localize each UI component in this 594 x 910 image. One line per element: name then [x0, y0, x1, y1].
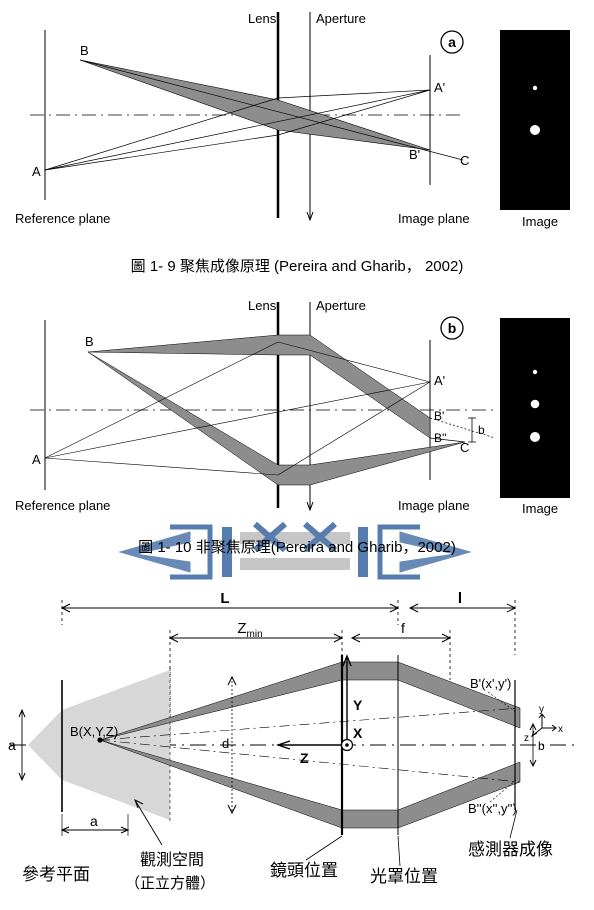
fig3-label-L: L	[220, 590, 229, 607]
fig3-label-Zmin: Zmin	[237, 620, 262, 640]
fig3-a-left: a	[8, 737, 16, 753]
fig2-label-A: A	[32, 452, 41, 467]
fig3-refplane: 參考平面	[22, 865, 90, 884]
fig2-label-Aprime: A'	[434, 373, 445, 388]
fig3-Z: Z	[300, 750, 309, 766]
fig3-Y: Y	[353, 697, 363, 713]
figure-1-10: A B A' B' B'' C b Lens Aperture Referenc…	[0, 290, 594, 520]
fig1-label-B: B	[80, 43, 89, 58]
fig2-label-lens: Lens	[248, 298, 277, 313]
fig3-x: x	[558, 724, 563, 735]
fig2-label-imgplane: Image plane	[398, 498, 470, 513]
fig1-label-image: Image	[522, 214, 558, 229]
fig1-label-imgplane: Image plane	[398, 211, 470, 226]
fig3-label-l: l	[458, 590, 462, 607]
fig1-cap-suffix: (Pereira and Gharib， 2002)	[270, 258, 463, 275]
fig3-BXYZ: B(X,Y,Z)	[70, 724, 118, 739]
fig3-b: b	[538, 739, 545, 753]
fig1-label-A: A	[32, 164, 41, 179]
fig3-d: d	[222, 736, 229, 751]
fig2-label-Bprime: B'	[434, 409, 444, 423]
figure-1-9-caption: 圖 1- 9 聚焦成像原理 (Pereira and Gharib， 2002)	[0, 255, 594, 276]
fig3-label-f: f	[401, 620, 405, 636]
fig3-lenspos: 鏡頭位置	[270, 861, 338, 880]
fig1-label-lens: Lens	[248, 11, 277, 26]
fig3-obsvol2: （正立方體）	[125, 875, 215, 892]
fig2-cap-prefix: 圖 1- 10	[138, 539, 196, 556]
fig3-obsvol: 觀測空間	[140, 851, 204, 869]
fig2-cap-han: 非聚焦原理	[196, 540, 271, 556]
fig1-label-Aprime: A'	[434, 80, 445, 95]
fig1-label-refplane: Reference plane	[15, 211, 110, 226]
fig3-Bpp: B''(x'',y'')	[468, 801, 517, 816]
figure-1-10-caption: 圖 1- 10 非聚焦原理(Pereira and Gharib，2002)	[0, 536, 594, 557]
fig3-Bprime: B'(x',y')	[470, 676, 511, 691]
fig1-label-aperture: Aperture	[316, 11, 366, 26]
fig3-a-span: a	[90, 813, 98, 829]
fig3-maskpos: 光罩位置	[370, 867, 438, 886]
fig1-cap-prefix: 圖 1- 9	[131, 258, 180, 275]
fig2-label-refplane: Reference plane	[15, 498, 110, 513]
fig3-X: X	[353, 725, 363, 741]
page: A B A' B' C Lens Aperture Reference plan…	[0, 0, 594, 910]
fig1-cap-han: 聚焦成像原理	[180, 259, 270, 275]
fig2-label-C: C	[460, 440, 469, 455]
fig2-label-Bpp: B''	[434, 431, 447, 445]
fig3-sensor: 感測器成像	[468, 840, 553, 859]
fig2-cap-suffix: (Pereira and Gharib，2002)	[271, 539, 456, 556]
fig3-y: y	[539, 704, 544, 715]
fig1-badge: a	[448, 34, 456, 50]
fig2-label-b: b	[478, 423, 485, 437]
fig2-badge: b	[448, 320, 457, 336]
fig2-label-B: B	[85, 334, 94, 349]
fig2-label-aperture: Aperture	[316, 298, 366, 313]
figure-1-9: A B A' B' C Lens Aperture Reference plan…	[0, 0, 594, 235]
fig3-z: z	[524, 733, 529, 744]
fig1-label-C: C	[460, 153, 469, 168]
fig1-label-Bprime: B'	[409, 147, 420, 162]
figure-defocus-geometry: L l f Zmin Y Z X d	[0, 580, 594, 910]
